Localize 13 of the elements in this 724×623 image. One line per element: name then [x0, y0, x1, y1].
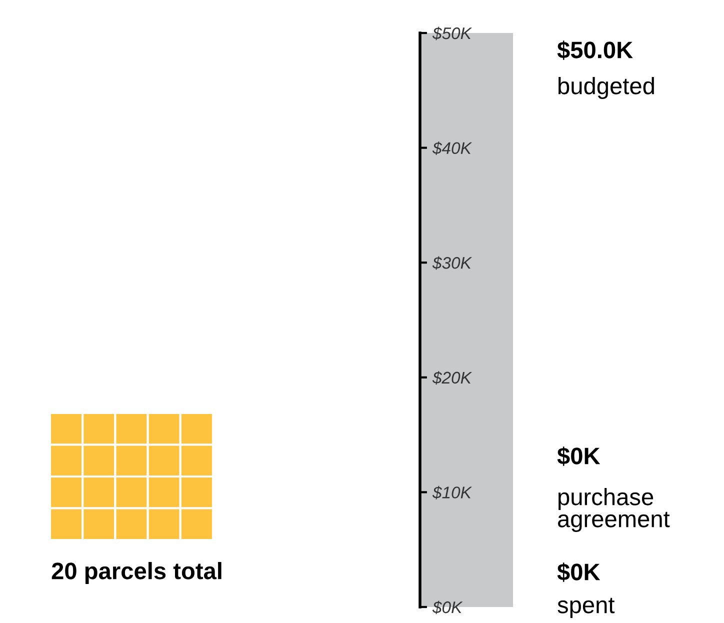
annotation: $0K: [557, 446, 600, 466]
text: 20 parcels total: [52, 562, 222, 584]
series-label: budgeted: [558, 76, 654, 100]
y-tick-label: $0K: [432, 600, 463, 614]
text: purchase agreement: [558, 488, 670, 532]
annotation: $0K: [557, 562, 600, 582]
y-tick-label: $50K: [432, 26, 472, 40]
y-tick-label: $40K: [432, 142, 472, 155]
text: spent: [558, 598, 615, 618]
annotation: $50.0K: [557, 40, 633, 60]
y-tick-label: $20K: [432, 371, 472, 385]
y-tick-label: $10K: [432, 486, 472, 500]
y-tick-label: $30K: [432, 256, 472, 270]
